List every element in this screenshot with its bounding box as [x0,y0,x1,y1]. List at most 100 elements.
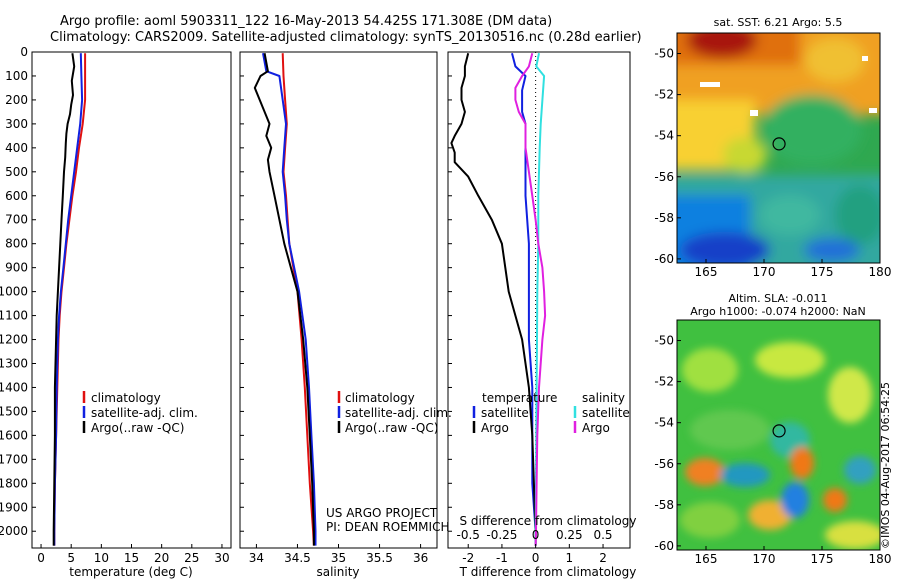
y-tick-label: 1000 [0,285,28,299]
x-tick-label: 2 [599,551,607,565]
header-line1: Argo profile: aoml 5903311_122 16-May-20… [60,14,552,29]
map-y-tick-label: -58 [654,211,674,225]
y-tick-label: 300 [5,117,28,131]
y-tick-label: 1100 [0,309,28,323]
x-tick-label: 10 [94,551,109,565]
sst-argo-marker [772,137,786,151]
map-x-tick-label: 180 [869,552,892,566]
axes-ticks: 0 5 10 15 20 25 300100200300400500600700800900… [0,45,613,565]
y-tick-label: 900 [5,261,28,275]
y-tick-label: 1400 [0,380,28,394]
temperature-xlabel: temperature (deg C) [69,565,192,579]
s-tick-label: 0 [532,528,540,542]
y-tick-label: 2000 [0,524,28,538]
sla-map-title-line1: Altim. SLA: -0.011 [728,292,827,305]
map-x-tick-label: 165 [695,265,718,279]
map-y-tick-label: -60 [654,252,674,266]
y-tick-label: 600 [5,189,28,203]
map-x-tick-label: 175 [811,265,834,279]
series-line-s-argo [514,52,547,546]
sst-map-frame [676,32,881,264]
legend-label-argo: Argo(..raw -QC) [91,421,184,435]
series-line-argo-raw-qc [52,53,76,546]
x-tick-label: 25 [184,551,199,565]
sla-map-axes: 165 170 175 180 -50 -52 -54 -56 -58 -60 [654,334,891,566]
map-y-tick-label: -58 [654,498,674,512]
map-x-tick-label: 170 [753,265,776,279]
legend-label-s-argo: Argo [582,421,610,435]
map-y-tick-label: -60 [654,539,674,553]
y-tick-label: 1900 [0,500,28,514]
y-tick-label: 400 [5,141,28,155]
map-y-tick-label: -52 [654,88,674,102]
y-tick-label: 1300 [0,356,28,370]
y-tick-label: 1200 [0,333,28,347]
x-tick-label: 20 [154,551,169,565]
series-line-t-satellite [511,52,537,546]
series-line-t-argo [450,52,537,546]
x-tick-label: 35.5 [366,551,393,565]
y-tick-label: 200 [5,93,28,107]
difference-panel-frame [447,51,631,549]
salinity-plot [253,53,317,546]
x-tick-label: 35 [331,551,346,565]
legend-label-climatology: climatology [345,391,415,405]
legend-title-temperature: temperature [482,391,557,405]
x-tick-label: 34.5 [284,551,311,565]
legend-title-salinity: salinity [582,391,625,405]
x-tick-label: 15 [124,551,139,565]
legend-label-satellite: satellite-adj. clim. [345,406,452,420]
map-y-tick-label: -50 [654,334,674,348]
s-tick-label: -0.5 [457,528,480,542]
legend-label-t-satellite: satellite [481,406,529,420]
sst-map-axes: 165 170 175 180 -50 -52 -54 -56 -58 -60 [654,47,891,279]
sla-map-image [677,320,880,550]
y-tick-label: 800 [5,237,28,251]
s-tick-label: -0.25 [486,528,517,542]
map-y-tick-label: -56 [654,457,674,471]
legend-label-t-argo: Argo [481,421,509,435]
y-tick-label: 0 [20,45,28,59]
x-tick-label: 5 [67,551,75,565]
difference-xlabel: T difference from climatology [459,565,637,579]
map-x-tick-label: 170 [753,552,776,566]
salinity-xlabel: salinity [316,565,359,579]
map-x-tick-label: 180 [869,265,892,279]
x-tick-label: 0 [532,551,540,565]
map-y-tick-label: -56 [654,170,674,184]
x-tick-label: 0 [37,551,45,565]
difference-plot [450,52,547,548]
x-tick-label: 1 [566,551,574,565]
x-tick-label: 30 [214,551,229,565]
legend-label-satellite: satellite-adj. clim. [91,406,198,420]
s-tick-label: 0.5 [593,528,612,542]
map-y-tick-label: -50 [654,47,674,61]
series-line-satellite-adj-clim [262,53,317,546]
legend-label-argo: Argo(..raw -QC) [345,421,438,435]
temperature-plot [52,53,87,546]
sst-map-image [677,33,880,263]
y-tick-label: 1600 [0,428,28,442]
y-tick-label: 500 [5,165,28,179]
map-x-tick-label: 175 [811,552,834,566]
s-tick-label: 0.25 [556,528,583,542]
pi-annotation: PI: DEAN ROEMMICH [326,520,449,534]
map-x-tick-label: 165 [695,552,718,566]
y-tick-label: 1800 [0,476,28,490]
x-tick-label: 36 [413,551,428,565]
sst-map-title: sat. SST: 6.21 Argo: 5.5 [714,16,843,29]
difference-top-xlabel: S difference from climatology [460,514,637,528]
salinity-legend: climatology satellite-adj. clim. Argo(..… [337,391,452,435]
legend-label-climatology: climatology [91,391,161,405]
map-y-tick-label: -52 [654,375,674,389]
header-line2: Climatology: CARS2009. Satellite-adjuste… [50,30,642,45]
temperature-legend: climatology satellite-adj. clim. Argo(..… [82,391,198,435]
project-annotation: US ARGO PROJECT [326,506,438,520]
x-tick-label: 34 [249,551,264,565]
y-tick-label: 700 [5,213,28,227]
y-tick-label: 1500 [0,404,28,418]
legend-label-s-satellite: satellite [582,406,630,420]
sla-map-frame [676,319,881,551]
x-tick-label: -2 [462,551,474,565]
